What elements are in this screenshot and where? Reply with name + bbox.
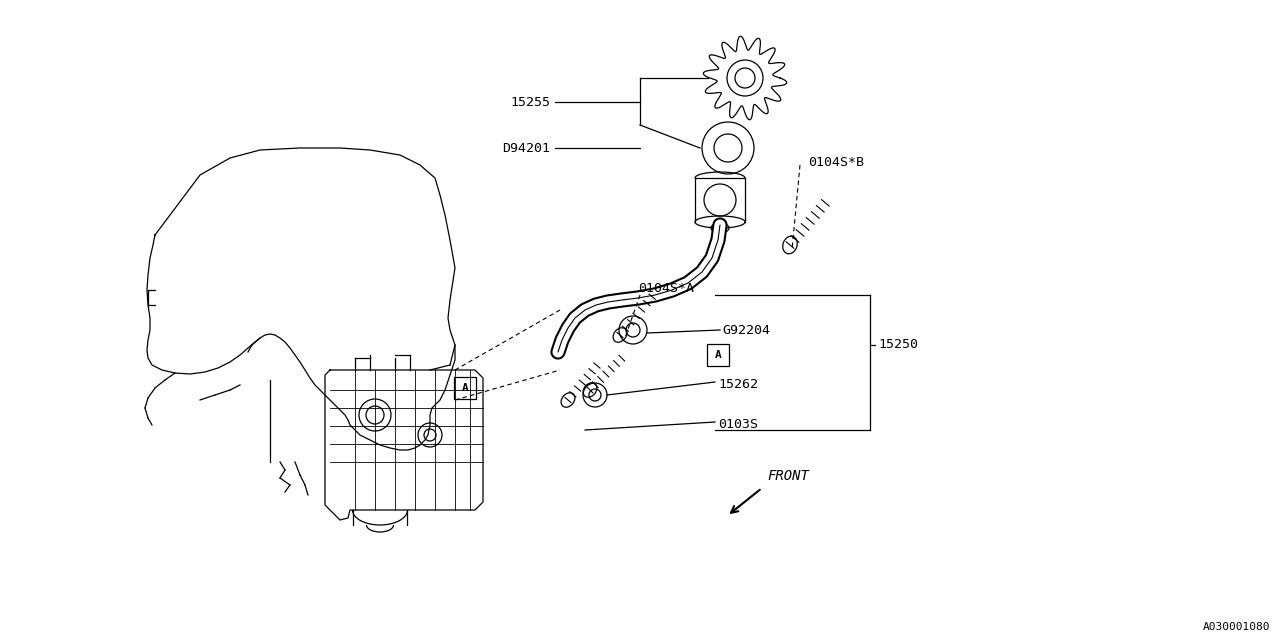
Text: FRONT: FRONT [767,469,809,483]
Text: 0104S*A: 0104S*A [637,282,694,296]
Text: 15250: 15250 [878,339,918,351]
Text: 15255: 15255 [509,95,550,109]
Text: A: A [462,383,468,393]
Text: 15262: 15262 [718,378,758,392]
Text: 0104S*B: 0104S*B [808,156,864,168]
Text: A: A [714,350,722,360]
Text: D94201: D94201 [502,141,550,154]
Text: 0103S: 0103S [718,419,758,431]
Text: A030001080: A030001080 [1202,622,1270,632]
Text: G92204: G92204 [722,323,771,337]
